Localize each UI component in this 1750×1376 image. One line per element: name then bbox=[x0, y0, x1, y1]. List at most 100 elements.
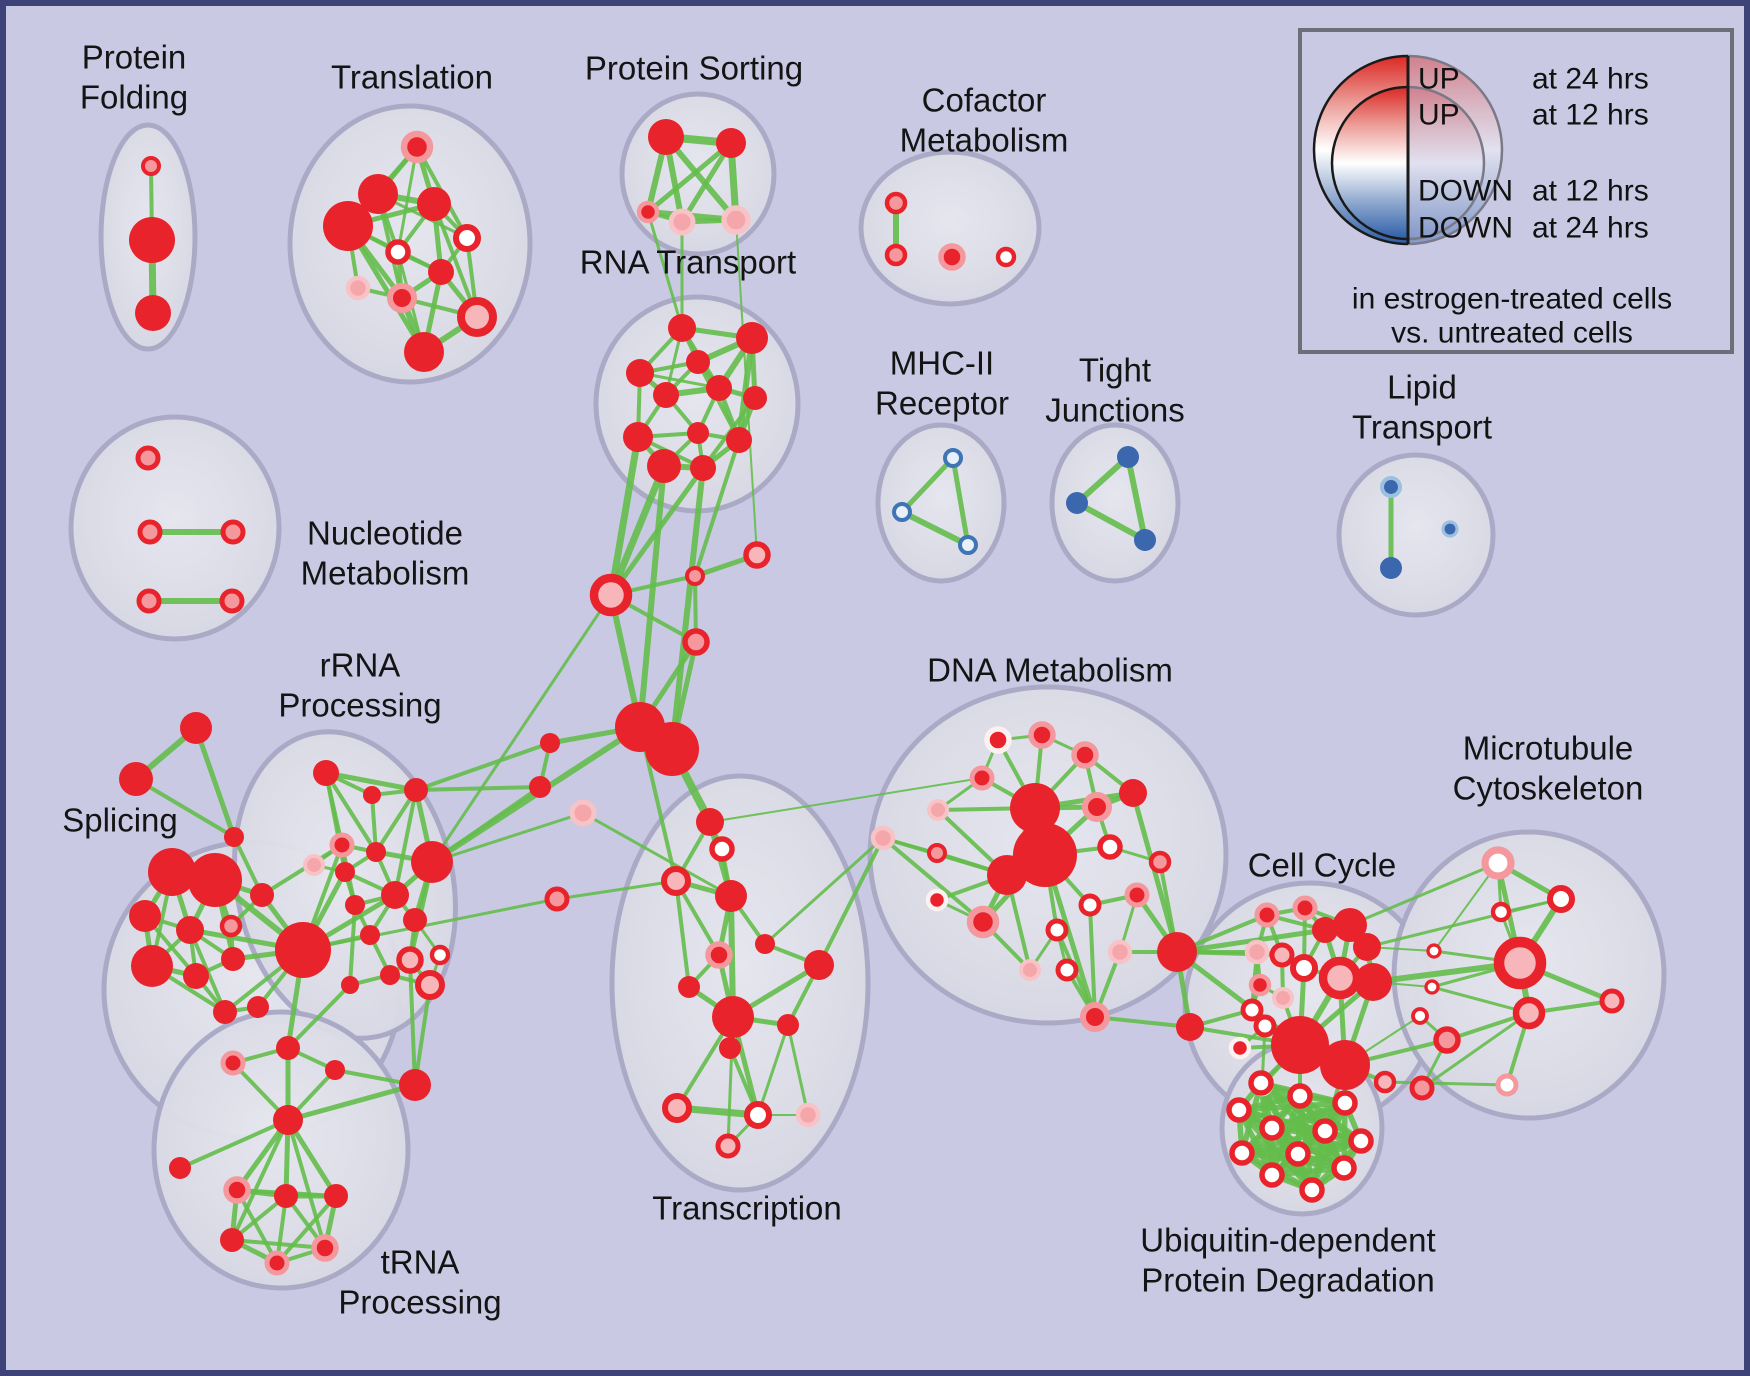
network-node bbox=[1493, 936, 1547, 990]
cluster-label-microtubule: Microtubule bbox=[1463, 730, 1634, 767]
network-node bbox=[1331, 1155, 1357, 1181]
network-edge bbox=[881, 836, 985, 924]
network-node bbox=[726, 427, 752, 453]
network-edge bbox=[193, 725, 237, 840]
network-node bbox=[1269, 942, 1295, 968]
legend-direction-label: DOWN bbox=[1418, 212, 1513, 245]
network-edge bbox=[607, 433, 642, 599]
network-node bbox=[678, 976, 700, 998]
network-node bbox=[743, 541, 771, 569]
cluster-label-protein_folding: Folding bbox=[80, 79, 188, 116]
network-node bbox=[943, 448, 963, 468]
network-edge bbox=[286, 1118, 327, 1250]
network-node bbox=[705, 941, 733, 969]
network-node bbox=[1028, 721, 1056, 749]
cluster-label-dna: DNA Metabolism bbox=[927, 652, 1173, 689]
network-node bbox=[404, 778, 428, 802]
cluster-label-trna: tRNA bbox=[381, 1244, 460, 1281]
cluster-label-rna_transport: RNA Transport bbox=[580, 244, 796, 281]
network-node bbox=[313, 760, 339, 786]
network-edge bbox=[637, 463, 667, 730]
network-node bbox=[1078, 893, 1102, 917]
legend: UP at 24 hrs UP at 12 hrs DOWN at 12 hrs DOWN a… bbox=[1298, 28, 1734, 354]
network-node bbox=[220, 519, 246, 545]
network-node bbox=[219, 588, 245, 614]
network-node bbox=[223, 1176, 251, 1204]
network-node bbox=[648, 119, 684, 155]
network-edge bbox=[393, 788, 418, 897]
cluster-ellipse-cofactor bbox=[858, 149, 1042, 307]
cluster-label-ubiquitin: Protein Degradation bbox=[1141, 1262, 1435, 1299]
network-edge bbox=[408, 958, 417, 1087]
network-edge bbox=[432, 202, 479, 319]
network-node bbox=[884, 191, 908, 215]
network-node bbox=[647, 449, 681, 483]
network-node bbox=[1320, 1040, 1370, 1090]
network-node bbox=[1546, 884, 1576, 914]
network-node bbox=[345, 895, 365, 915]
network-node bbox=[1299, 1177, 1325, 1203]
network-node bbox=[381, 881, 409, 909]
network-node bbox=[136, 588, 162, 614]
network-node bbox=[274, 1184, 298, 1208]
network-node bbox=[411, 841, 453, 883]
cluster-ellipse-trna bbox=[151, 1009, 411, 1291]
network-node bbox=[1409, 1075, 1435, 1101]
network-edge bbox=[275, 1194, 338, 1265]
cluster-label-tight: Junctions bbox=[1045, 392, 1184, 429]
legend-time-label: at 24 hrs bbox=[1532, 63, 1649, 96]
network-node bbox=[1176, 1013, 1204, 1041]
network-node bbox=[1495, 1073, 1519, 1097]
network-node bbox=[1248, 973, 1272, 997]
network-node bbox=[661, 866, 691, 896]
network-edge bbox=[669, 465, 706, 752]
network-node bbox=[129, 900, 161, 932]
network-node bbox=[626, 359, 654, 387]
cluster-ellipse-nucleotide bbox=[68, 414, 282, 642]
network-edge bbox=[1125, 454, 1148, 543]
network-node bbox=[176, 916, 204, 944]
network-node bbox=[250, 883, 274, 907]
network-node bbox=[135, 295, 171, 331]
network-node bbox=[323, 201, 373, 251]
network-node bbox=[712, 996, 754, 1038]
network-node bbox=[247, 996, 269, 1018]
network-edge bbox=[414, 741, 552, 792]
network-node bbox=[220, 1228, 244, 1252]
network-edge bbox=[899, 509, 971, 548]
network-node bbox=[457, 297, 497, 337]
cluster-ellipse-lipid bbox=[1336, 452, 1496, 618]
cluster-ellipse-mhc bbox=[875, 422, 1007, 584]
network-node bbox=[335, 862, 355, 882]
network-edge bbox=[1130, 790, 1180, 955]
cluster-label-nucleotide: Nucleotide bbox=[307, 515, 463, 552]
network-node bbox=[1117, 446, 1139, 468]
network-node bbox=[1512, 996, 1546, 1030]
network-node bbox=[1045, 918, 1069, 942]
network-node bbox=[366, 842, 386, 862]
network-node bbox=[995, 246, 1017, 268]
network-node bbox=[1312, 917, 1338, 943]
network-node bbox=[188, 853, 242, 907]
network-edge bbox=[430, 593, 613, 864]
network-node bbox=[180, 712, 212, 744]
network-node bbox=[544, 886, 570, 912]
network-node bbox=[1332, 1090, 1358, 1116]
network-node bbox=[129, 217, 175, 263]
network-node bbox=[1292, 895, 1318, 921]
network-node bbox=[1424, 979, 1440, 995]
network-node bbox=[1080, 1002, 1110, 1032]
network-node bbox=[696, 808, 724, 836]
network-node bbox=[1157, 932, 1197, 972]
network-node bbox=[363, 786, 381, 804]
network-node bbox=[1097, 834, 1123, 860]
network-node bbox=[311, 1234, 339, 1262]
network-edge bbox=[323, 770, 419, 793]
network-node bbox=[273, 1105, 303, 1135]
network-nodes bbox=[119, 119, 1625, 1276]
network-node bbox=[1226, 1097, 1252, 1123]
cluster-label-rrna: Processing bbox=[278, 687, 441, 724]
network-node bbox=[687, 422, 709, 444]
network-node bbox=[329, 832, 355, 858]
